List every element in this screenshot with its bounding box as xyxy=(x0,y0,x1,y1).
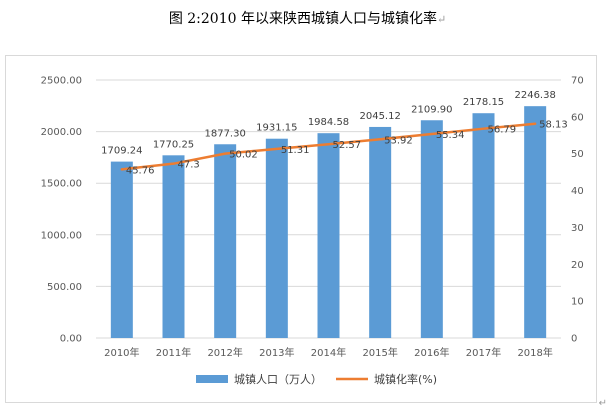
line-value-label: 55.34 xyxy=(436,130,465,141)
y-right-tick-label: 40 xyxy=(571,186,584,197)
x-tick-label: 2013年 xyxy=(259,346,294,359)
x-tick-label: 2015年 xyxy=(362,346,397,359)
line-series xyxy=(120,122,537,171)
x-tick-label: 2011年 xyxy=(156,346,191,359)
y-right-tick-label: 10 xyxy=(571,297,584,308)
bar xyxy=(110,161,133,338)
data-labels: 1709.24 1770.25 1877.30 1931.15 1984.58 2045.… xyxy=(101,90,568,176)
y-right-tick-label: 30 xyxy=(571,223,584,234)
line-value-label: 56.79 xyxy=(488,125,517,136)
y-left-tick-label: 2500.00 xyxy=(41,76,82,87)
page-title: 图 2:2010 年以来陕西城镇人口与城镇化率↵ xyxy=(0,8,615,28)
title-paragraph-mark: ↵ xyxy=(436,13,447,26)
bar-value-label: 2178.15 xyxy=(463,97,504,108)
x-tick-label: 2018年 xyxy=(517,346,552,359)
y-left-tick-label: 1500.00 xyxy=(41,179,82,190)
bar-value-label: 1770.25 xyxy=(153,139,194,150)
y-left-tick-label: 2000.00 xyxy=(41,127,82,138)
bar-value-label: 1931.15 xyxy=(256,123,297,134)
bar xyxy=(265,138,288,338)
bar xyxy=(369,126,392,338)
chart-frame: 1709.24 1770.25 1877.30 1931.15 1984.58 2045.… xyxy=(5,55,597,403)
bar-value-label: 2045.12 xyxy=(359,111,400,122)
y-right-tick-label: 70 xyxy=(571,76,584,87)
legend-swatch-bar xyxy=(196,375,228,383)
y-left-tick-label: 0.00 xyxy=(60,334,82,345)
line-value-label: 45.76 xyxy=(126,165,155,176)
line-value-label: 51.31 xyxy=(281,145,310,156)
bar-series xyxy=(110,106,547,338)
combo-chart: 1709.241770.251877.301931.151984.582045.… xyxy=(41,76,584,387)
x-tick-label: 2010年 xyxy=(104,346,139,359)
y-right-tick-label: 50 xyxy=(571,149,584,160)
x-tick-label: 2016年 xyxy=(414,346,449,359)
bar-value-label: 1877.30 xyxy=(204,128,245,139)
title-text: 图 2:2010 年以来陕西城镇人口与城镇化率 xyxy=(168,11,437,27)
legend-label-line: 城镇化率(%) xyxy=(374,372,437,386)
y-left-tick-label: 500.00 xyxy=(47,282,82,293)
x-tick-label: 2012年 xyxy=(207,346,242,359)
bar xyxy=(420,120,443,338)
x-tick-label: 2014年 xyxy=(311,346,346,359)
bar xyxy=(162,155,185,338)
line-value-label: 47.3 xyxy=(178,160,200,171)
bar xyxy=(472,113,495,338)
paragraph-mark: ↵ xyxy=(598,398,607,409)
y-right-tick-label: 0 xyxy=(571,334,577,345)
bar-value-label: 2246.38 xyxy=(514,90,555,101)
line-value-label: 53.92 xyxy=(384,135,413,146)
bar xyxy=(524,106,547,338)
bar-value-label: 1984.58 xyxy=(308,117,349,128)
line-value-label: 58.13 xyxy=(539,120,568,131)
bar-value-label: 2109.90 xyxy=(411,104,452,115)
legend: 城镇人口（万人） 城镇化率(%) xyxy=(196,372,437,386)
legend-label-bar: 城镇人口（万人） xyxy=(234,372,322,386)
y-right-tick-label: 60 xyxy=(571,112,584,123)
line-value-label: 52.57 xyxy=(333,140,362,151)
bar-value-label: 1709.24 xyxy=(101,146,142,157)
y-left-tick-label: 1000.00 xyxy=(41,230,82,241)
x-tick-label: 2017年 xyxy=(466,346,501,359)
y-right-tick-label: 20 xyxy=(571,260,584,271)
axes: 0.00 500.00 1000.00 1500.00 2000.00 2500.00 0 1… xyxy=(41,76,584,360)
bar xyxy=(214,144,237,338)
bar xyxy=(317,133,340,338)
line-value-label: 50.02 xyxy=(229,150,258,161)
